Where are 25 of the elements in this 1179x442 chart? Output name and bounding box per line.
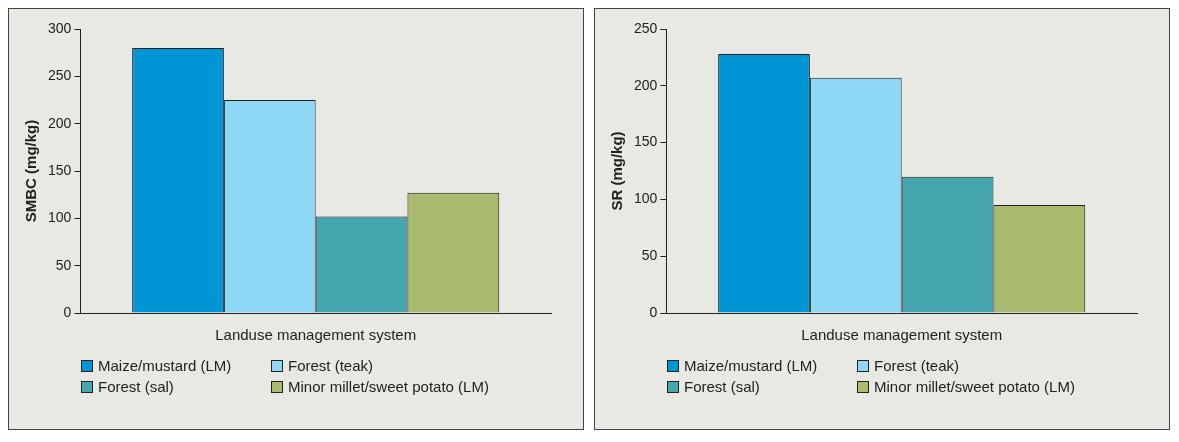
x-axis-title: Landuse management system [215,326,417,344]
y-tick-label: 250 [634,19,658,36]
y-tick-label: 0 [649,303,658,320]
y-axis-title: SMBC (mg/kg) [22,119,40,223]
y-tick-label: 100 [48,209,72,226]
x-axis-title: Landuse management system [801,326,1003,344]
y-tick-label: 200 [634,76,658,93]
y-tick-label: 150 [48,161,72,178]
legend-label: Maize/mustard (LM) [98,357,232,374]
legend-label: Minor millet/sweet potato (LM) [874,378,1075,395]
legend-label: Forest (teak) [288,357,374,374]
y-tick-label: 50 [641,247,658,264]
legend-label: Forest (sal) [684,378,760,395]
y-tick-label: 200 [48,114,72,131]
legend-label: Forest (teak) [874,357,960,374]
legend-label: Maize/mustard (LM) [684,357,818,374]
y-axis-title: SR (mg/kg) [608,131,626,211]
y-tick-label: 300 [48,19,72,36]
legend-label: Forest (sal) [98,378,174,395]
legend-label: Minor millet/sweet potato (LM) [288,378,489,395]
y-tick-label: 150 [634,133,658,150]
y-tick-label: 100 [634,190,658,207]
y-tick-label: 50 [55,256,72,273]
y-tick-label: 0 [63,303,72,320]
y-tick-label: 250 [48,67,72,84]
